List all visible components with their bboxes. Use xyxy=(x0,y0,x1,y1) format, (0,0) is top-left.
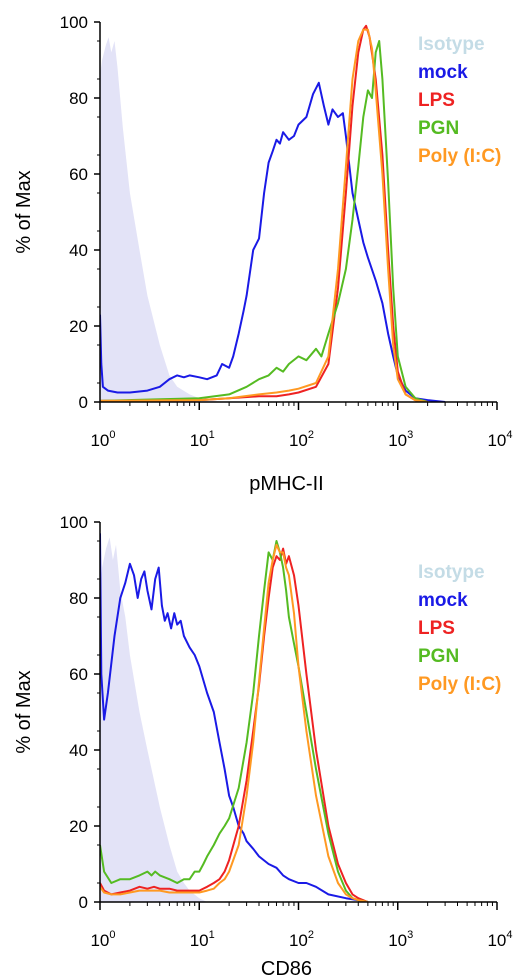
x-tick-label: 100 xyxy=(90,429,115,450)
legend-item-pgn: PGN xyxy=(418,646,459,667)
legend-item-isotype: Isotype xyxy=(418,34,485,55)
y-tick-label: 0 xyxy=(79,893,88,912)
x-tick-label: 102 xyxy=(289,929,314,950)
legend: Isotype mock LPS PGN Poly (I:C) xyxy=(418,562,501,695)
series-pgn-line xyxy=(100,40,428,402)
series-isotype-area xyxy=(100,537,208,902)
legend-item-lps: LPS xyxy=(418,90,455,111)
series-pgn-line xyxy=(100,540,369,902)
legend-item-mock: mock xyxy=(418,590,468,611)
y-axis-title: % of Max xyxy=(13,170,35,253)
y-tick-label: 60 xyxy=(69,165,88,184)
x-axis-title: CD86 xyxy=(261,958,312,978)
chart-panel-2: 0 20 40 60 80 100 100 101 102 103 104 CD86 % of Max I… xyxy=(13,513,513,978)
series-lps-line xyxy=(100,24,428,402)
x-tick-label: 101 xyxy=(190,429,215,450)
x-tick-label: 103 xyxy=(388,429,413,450)
legend-item-lps: LPS xyxy=(418,618,455,639)
y-tick-label: 100 xyxy=(60,13,88,32)
x-tick-label: 104 xyxy=(487,429,512,450)
legend-item-poly-i-c: Poly (I:C) xyxy=(418,146,501,167)
y-tick-label: 80 xyxy=(69,589,88,608)
x-tick-label: 103 xyxy=(388,929,413,950)
y-tick-label: 60 xyxy=(69,665,88,684)
series-lps-line xyxy=(100,547,369,902)
x-tick-label: 100 xyxy=(90,929,115,950)
series-poly-i-c-line xyxy=(100,28,428,402)
legend-item-isotype: Isotype xyxy=(418,562,485,583)
x-tick-label: 101 xyxy=(190,929,215,950)
series-isotype-area xyxy=(100,37,230,402)
y-tick-label: 40 xyxy=(69,741,88,760)
legend: Isotype mock LPS PGN Poly (I:C) xyxy=(418,34,501,167)
plot-area xyxy=(100,533,369,902)
legend-item-mock: mock xyxy=(418,62,468,83)
y-tick-label: 40 xyxy=(69,241,88,260)
plot-area xyxy=(100,24,446,402)
x-tick-label: 102 xyxy=(289,429,314,450)
y-tick-label: 20 xyxy=(69,317,88,336)
y-tick-label: 0 xyxy=(79,393,88,412)
y-tick-label: 20 xyxy=(69,817,88,836)
y-axis-title: % of Max xyxy=(13,670,35,753)
y-tick-label: 100 xyxy=(60,513,88,532)
series-mock-line xyxy=(100,81,446,402)
legend-item-poly-i-c: Poly (I:C) xyxy=(418,674,501,695)
x-axis-title: pMHC-II xyxy=(249,473,323,495)
chart-panel-1: 0 20 40 60 80 100 100 101 102 103 104 pMHC-II % of M… xyxy=(13,13,513,495)
series-poly-i-c-line xyxy=(100,543,369,902)
x-tick-label: 104 xyxy=(487,929,512,950)
y-tick-label: 80 xyxy=(69,89,88,108)
series-mock-line xyxy=(100,533,369,902)
legend-item-pgn: PGN xyxy=(418,118,459,139)
